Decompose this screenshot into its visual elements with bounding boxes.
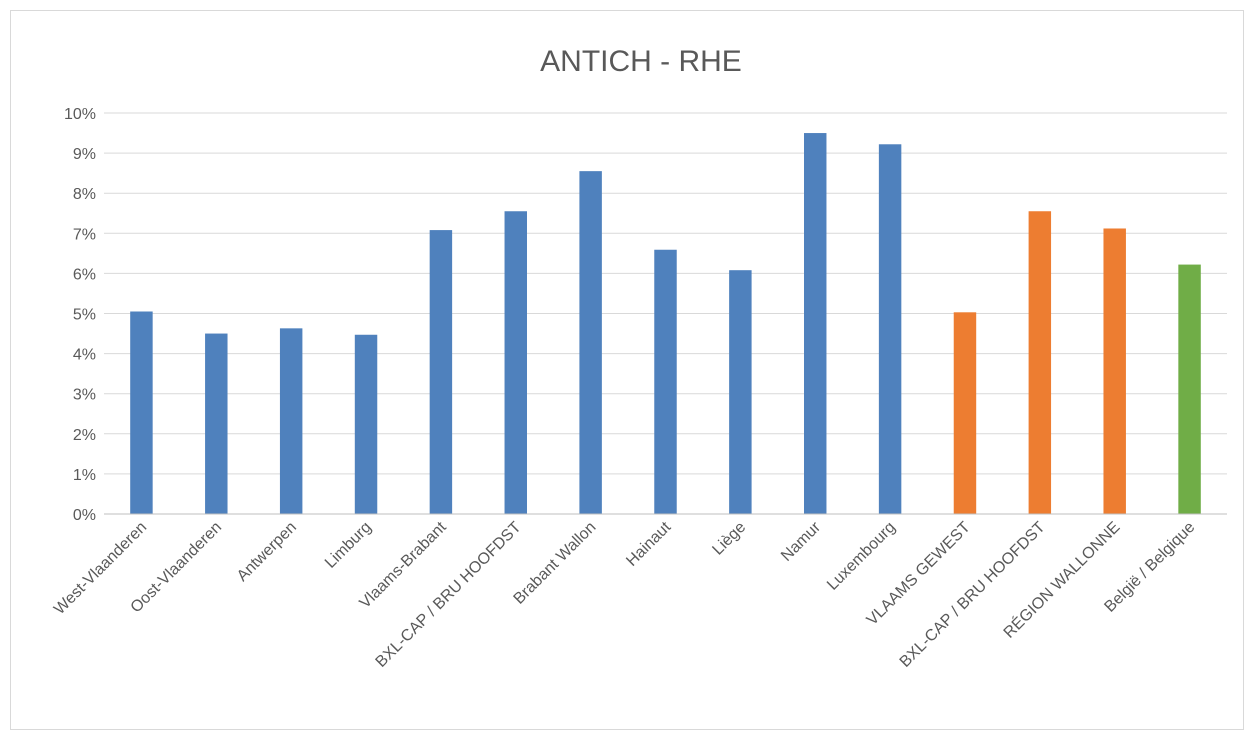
y-tick-label: 9% [73, 146, 96, 163]
bar [1178, 264, 1201, 514]
x-tick-label: Luxembourg [824, 519, 899, 594]
bar [729, 270, 752, 514]
x-tick-label: Limburg [322, 519, 375, 572]
bar-chart: ANTICH - RHE 0% 1% 2% 3% 4% 5% 6% 7% 8% 9% 10% Wes… [51, 45, 1227, 671]
y-tick-label: 3% [73, 387, 96, 404]
bar [1028, 211, 1052, 514]
x-tick-label: Namur [778, 518, 824, 564]
y-tick-label: 10% [64, 106, 96, 123]
x-tick-label: BXL-CAP / BRU HOOFDST [373, 519, 525, 671]
x-tick-label: Antwerpen [234, 519, 300, 585]
bar [130, 311, 153, 514]
y-tick-label: 6% [73, 266, 96, 283]
bars [130, 133, 1201, 515]
bar [279, 328, 303, 514]
y-tick-label: 0% [73, 507, 96, 524]
x-tick-label: Brabant Wallon [511, 519, 600, 608]
y-tick-label: 8% [73, 186, 96, 203]
y-tick-label: 7% [73, 226, 96, 243]
bar [953, 312, 977, 514]
bar [429, 230, 453, 515]
x-tick-label: Hainaut [623, 518, 674, 569]
y-tick-label: 4% [73, 347, 96, 364]
bar [354, 334, 378, 514]
y-tick-label: 2% [73, 427, 96, 444]
x-tick-label: BXL-CAP / BRU HOOFDST [897, 519, 1049, 671]
bar [878, 144, 902, 514]
bar [205, 333, 228, 514]
bar [579, 171, 602, 514]
bar [1103, 228, 1126, 514]
chart-title: ANTICH - RHE [540, 45, 742, 78]
y-tick-label: 1% [73, 467, 96, 484]
bar [504, 211, 527, 514]
y-axis-ticks: 0% 1% 2% 3% 4% 5% 6% 7% 8% 9% 10% [64, 106, 96, 524]
chart-frame: ANTICH - RHE 0% 1% 2% 3% 4% 5% 6% 7% 8% 9% 10% Wes… [10, 10, 1244, 730]
bar [654, 249, 677, 514]
y-tick-label: 5% [73, 307, 96, 324]
x-tick-label: Liège [709, 519, 749, 559]
bar [804, 133, 827, 515]
x-tick-label: RÉGION WALLONNE [999, 517, 1123, 641]
